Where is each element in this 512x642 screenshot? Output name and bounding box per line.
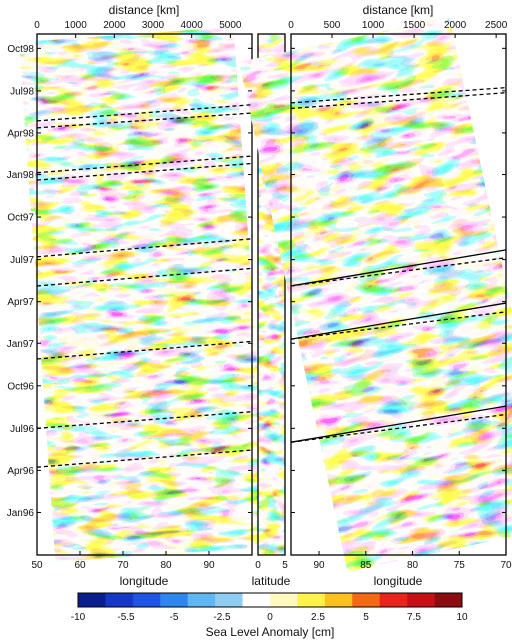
colorbar-swatch <box>434 593 463 607</box>
x-tick-label: 70 <box>500 560 512 571</box>
y-tick-label: Oct98 <box>7 44 34 55</box>
colorbar-swatch <box>132 593 161 607</box>
x-tick-label: 5 <box>282 560 288 571</box>
y-tick-bg <box>3 168 35 181</box>
y-tick-label: Apr97 <box>7 297 34 308</box>
top-tick-label: 1000 <box>362 20 385 31</box>
colorbar-swatch <box>379 593 408 607</box>
y-tick-label: Oct97 <box>7 213 34 224</box>
x-tick-label: 90 <box>203 560 215 571</box>
colorbar-tick-label: -10 <box>71 612 86 623</box>
y-tick-label: Jan98 <box>7 170 35 181</box>
colorbar-swatch <box>215 593 243 607</box>
left-x-axis-label: longitude <box>120 574 169 588</box>
top-tick-label: 0 <box>288 20 294 31</box>
y-tick-bg <box>3 211 35 224</box>
solid-propagation-line <box>290 249 507 287</box>
dashed-propagation-line <box>290 257 507 287</box>
colorbar-tick-label: 2.5 <box>311 612 325 623</box>
left-top-axis-label: distance [km] <box>109 3 180 17</box>
dashed-propagation-line <box>290 311 507 340</box>
colorbar-label: Sea Level Anomaly [cm] <box>206 625 335 639</box>
colorbar-tick-label: -5.5 <box>117 612 135 623</box>
middle-x-axis-label: latitude <box>252 574 291 588</box>
colorbar-swatch <box>105 593 134 607</box>
y-tick-bg <box>3 506 35 519</box>
y-tick-label: Oct96 <box>7 381 34 392</box>
y-tick-label: Apr98 <box>7 128 34 139</box>
colorbar-tick-label: 10 <box>456 612 468 623</box>
x-tick-label: 80 <box>160 560 172 571</box>
top-tick-label: 5000 <box>219 20 242 31</box>
left-panel-field <box>19 27 270 562</box>
y-tick-bg <box>3 295 35 308</box>
colorbar-swatch <box>324 593 353 607</box>
y-tick-bg <box>3 84 35 97</box>
dashed-propagation-line <box>36 112 253 129</box>
dashed-propagation-line <box>36 449 253 468</box>
x-tick-label: 85 <box>360 560 372 571</box>
y-tick-bg <box>3 253 35 266</box>
dashed-propagation-line <box>290 92 507 110</box>
colorbar-swatch <box>407 593 435 607</box>
dashed-propagation-line <box>290 86 507 104</box>
right-top-axis-label: distance [km] <box>363 3 434 17</box>
dashed-propagation-line <box>36 104 253 122</box>
x-tick-label: 50 <box>31 560 43 571</box>
y-tick-bg <box>3 422 35 435</box>
dashed-propagation-line <box>36 155 253 174</box>
right-x-axis-label: longitude <box>374 574 423 588</box>
top-tick-label: 1000 <box>65 20 88 31</box>
top-tick-label: 3000 <box>142 20 165 31</box>
colorbar-swatch <box>297 593 326 607</box>
top-tick-label: 0 <box>34 20 40 31</box>
colorbar-swatch <box>160 593 189 607</box>
colorbar-tick-label: 5 <box>363 612 369 623</box>
colorbar-tick-label: -2.5 <box>213 612 231 623</box>
left-panel <box>19 27 270 562</box>
y-tick-label: Jul97 <box>10 255 34 266</box>
y-tick-bg <box>3 379 35 392</box>
dashed-propagation-line <box>36 238 253 258</box>
dashed-propagation-line <box>36 162 253 181</box>
x-tick-label: 80 <box>407 560 419 571</box>
dashed-propagation-line <box>36 411 253 429</box>
x-tick-label: 60 <box>74 560 86 571</box>
top-tick-label: 500 <box>324 20 341 31</box>
x-tick-label: 0 <box>255 560 261 571</box>
colorbar-tick-label: 7.5 <box>407 612 421 623</box>
colorbar-swatch <box>187 593 216 607</box>
y-tick-label: Jan97 <box>7 339 35 350</box>
colorbar-frame <box>77 592 463 608</box>
solid-propagation-line <box>290 405 507 443</box>
y-tick-bg <box>3 42 35 55</box>
colorbar-tick-label: 0 <box>267 612 273 623</box>
top-tick-label: 1500 <box>403 20 426 31</box>
top-tick-label: 2000 <box>444 20 467 31</box>
colorbar-swatch <box>352 593 381 607</box>
top-tick-label: 2500 <box>485 20 508 31</box>
y-tick-label: Jul96 <box>10 424 34 435</box>
y-tick-bg <box>3 126 35 139</box>
colorbar-tick-label: -5 <box>170 612 179 623</box>
colorbar-swatch <box>270 593 298 607</box>
x-tick-label: 70 <box>117 560 129 571</box>
colorbar: -10 -5.5 -5 -2.5 0 2.5 5 7.5 10 Sea Level Anomal… <box>71 592 468 639</box>
y-tick-bg <box>3 464 35 477</box>
colorbar-swatch <box>78 593 106 607</box>
dashed-propagation-line <box>36 267 253 287</box>
x-tick-label: 90 <box>313 560 325 571</box>
x-tick-label: 75 <box>454 560 466 571</box>
top-tick-label: 4000 <box>181 20 204 31</box>
solid-propagation-line <box>290 302 507 340</box>
dashed-propagation-line <box>36 340 253 360</box>
y-tick-label: Jul98 <box>10 86 34 97</box>
y-tick-label: Apr96 <box>7 466 34 477</box>
y-tick-label: Jan96 <box>7 508 35 519</box>
y-tick-bg <box>3 337 35 350</box>
colorbar-swatch <box>242 593 271 607</box>
top-tick-label: 2000 <box>103 20 126 31</box>
dashed-propagation-line <box>290 413 507 443</box>
